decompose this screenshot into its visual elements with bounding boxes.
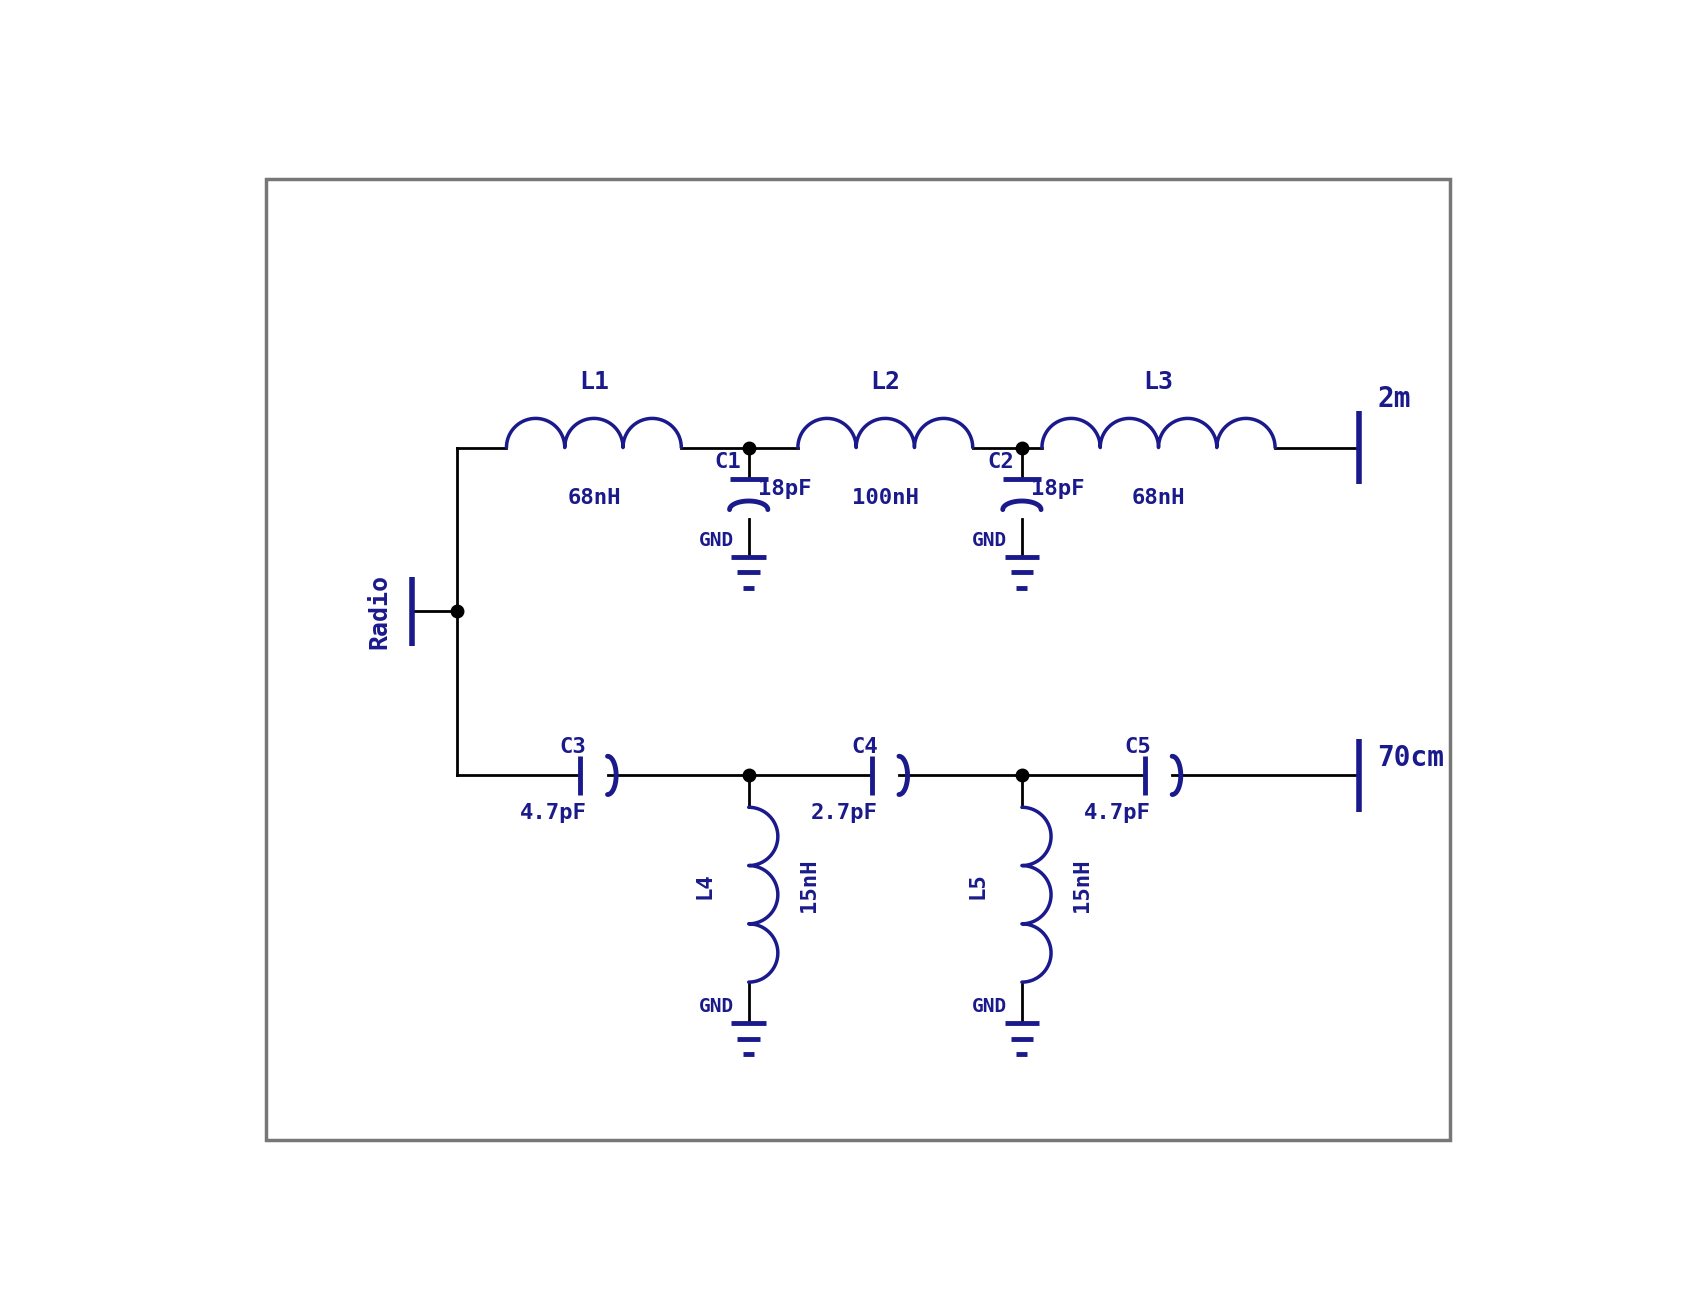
Text: 18pF: 18pF [1031, 479, 1083, 498]
Text: 4.7pF: 4.7pF [520, 803, 587, 824]
Text: C3: C3 [560, 736, 587, 757]
Text: L3: L3 [1142, 371, 1172, 394]
Text: 70cm: 70cm [1376, 744, 1443, 773]
Text: 2.7pF: 2.7pF [811, 803, 878, 824]
Text: 15nH: 15nH [799, 859, 819, 912]
Text: 100nH: 100nH [851, 488, 918, 507]
Text: L5: L5 [967, 872, 987, 899]
Text: GND: GND [971, 531, 1006, 550]
Text: 68nH: 68nH [1130, 488, 1184, 507]
Text: GND: GND [698, 997, 733, 1016]
FancyBboxPatch shape [266, 180, 1450, 1140]
Text: Radio: Radio [368, 574, 392, 649]
Text: 18pF: 18pF [757, 479, 811, 498]
Text: 68nH: 68nH [567, 488, 621, 507]
Text: 2m: 2m [1376, 385, 1410, 412]
Text: C2: C2 [987, 451, 1014, 471]
Text: C1: C1 [715, 451, 742, 471]
Text: L1: L1 [579, 371, 609, 394]
Text: 4.7pF: 4.7pF [1083, 803, 1150, 824]
Text: L4: L4 [693, 872, 713, 899]
Text: C4: C4 [851, 736, 878, 757]
Text: 15nH: 15nH [1071, 859, 1092, 912]
Text: GND: GND [971, 997, 1006, 1016]
Text: L2: L2 [870, 371, 900, 394]
Text: GND: GND [698, 531, 733, 550]
Text: C5: C5 [1124, 736, 1150, 757]
